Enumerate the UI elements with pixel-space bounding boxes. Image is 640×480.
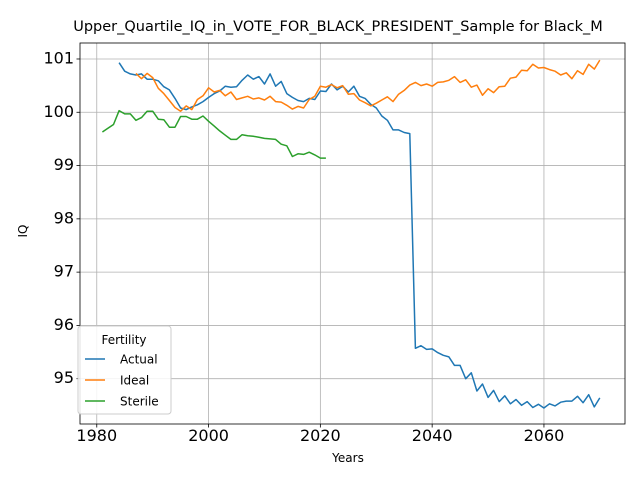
y-axis-label: IQ bbox=[16, 225, 30, 238]
legend-label-sterile: Sterile bbox=[120, 395, 159, 409]
legend-title: Fertility bbox=[101, 333, 146, 347]
y-tick-label: 100 bbox=[43, 102, 74, 121]
x-axis-ticks: 1980 2000 2020 2040 2060 bbox=[76, 424, 564, 445]
legend-box bbox=[77, 325, 172, 415]
series-line-sterile bbox=[101, 109, 326, 159]
legend-label-ideal: Ideal bbox=[120, 374, 149, 388]
legend: Fertility Actual Ideal Sterile bbox=[77, 325, 172, 415]
y-axis-ticks: 95 96 97 98 99 100 101 bbox=[43, 48, 80, 387]
plot-frame bbox=[79, 42, 626, 425]
x-tick-label: 2060 bbox=[524, 426, 565, 445]
y-tick-label: 98 bbox=[54, 208, 74, 227]
series-line-ideal bbox=[135, 59, 601, 112]
y-tick-label: 99 bbox=[54, 155, 74, 174]
x-tick-label: 2040 bbox=[412, 426, 453, 445]
y-tick-label: 95 bbox=[54, 368, 74, 387]
chart-title: Upper_Quartile_IQ_in_VOTE_FOR_BLACK_PRES… bbox=[73, 19, 603, 35]
y-tick-label: 97 bbox=[54, 262, 74, 281]
y-tick-label: 101 bbox=[43, 48, 74, 67]
x-tick-label: 2000 bbox=[188, 426, 229, 445]
series-lines bbox=[101, 59, 601, 409]
x-tick-label: 2020 bbox=[300, 426, 341, 445]
x-tick-label: 1980 bbox=[76, 426, 117, 445]
legend-label-actual: Actual bbox=[120, 353, 158, 367]
series-line-actual bbox=[118, 62, 601, 409]
x-axis-label: Years bbox=[331, 451, 364, 465]
y-tick-label: 96 bbox=[54, 315, 74, 334]
